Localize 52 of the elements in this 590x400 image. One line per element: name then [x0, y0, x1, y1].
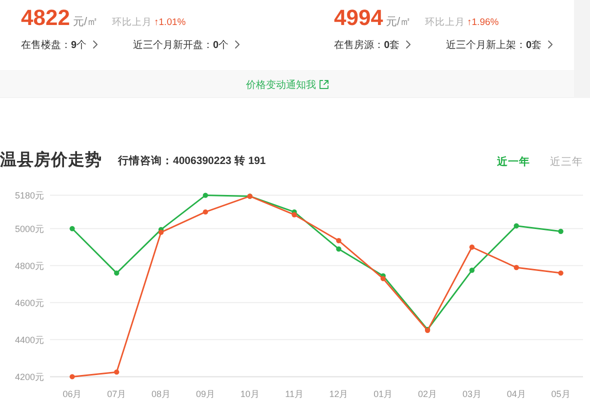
text: 近三个月新开盘：0个 — [133, 39, 229, 51]
point — [558, 228, 564, 234]
point — [380, 276, 386, 282]
x-tick-label: 09月 — [196, 389, 215, 399]
text: 4994 — [334, 5, 384, 30]
x-tick-label: 02月 — [418, 389, 438, 399]
text: 近三年 — [550, 155, 583, 168]
y-tick-label: 4600元 — [14, 298, 44, 308]
point — [158, 230, 164, 235]
x-tick-label: 03月 — [462, 389, 482, 399]
x-tick-label: 08月 — [152, 389, 171, 399]
point — [469, 244, 475, 250]
point — [514, 264, 519, 270]
point — [202, 192, 208, 198]
y-tick-label: 4800元 — [14, 260, 44, 271]
x-tick-label: 12月 — [329, 389, 348, 399]
y-tick-label: 4200元 — [14, 372, 44, 382]
point — [558, 270, 564, 276]
x-tick-label: 01月 — [374, 389, 393, 399]
y-tick-label: 5180元 — [14, 190, 44, 200]
point — [114, 369, 120, 375]
text: 在售房源：0套 — [334, 39, 400, 51]
y-tick-label: 4400元 — [14, 334, 44, 345]
point — [336, 238, 342, 244]
text: 价格变动通知我 — [245, 79, 316, 91]
text: 环比上月 — [112, 16, 152, 28]
x-tick-label: 10月 — [240, 389, 260, 399]
point — [514, 223, 519, 228]
point — [292, 212, 297, 218]
chart-subtitle: 行情咨询：4006390223 转 191 — [117, 154, 266, 167]
text: 元/㎡ — [386, 16, 412, 28]
text: 在售楼盘：9个 — [21, 39, 87, 51]
point — [70, 226, 75, 232]
text: 近一年 — [496, 155, 530, 168]
x-tick-label: 07月 — [107, 389, 126, 399]
text: ↑1.96% — [467, 17, 500, 28]
text: 元/㎡ — [72, 16, 98, 28]
text: 4822 — [21, 5, 70, 30]
y-tick-label: 5000元 — [14, 224, 44, 234]
text: 环比上月 — [425, 16, 466, 28]
text: 近三个月新上架：0套 — [446, 39, 542, 51]
text: ↑1.01% — [154, 17, 186, 28]
x-tick-label: 04月 — [506, 389, 526, 399]
point — [336, 246, 342, 252]
x-tick-label: 06月 — [62, 389, 82, 399]
point — [114, 270, 120, 276]
point — [70, 374, 75, 380]
point — [202, 209, 208, 215]
chart-title: 温县房价走势 — [0, 150, 102, 169]
x-tick-label: 11月 — [285, 389, 304, 399]
x-tick-label: 05月 — [551, 389, 570, 399]
point — [469, 268, 475, 273]
